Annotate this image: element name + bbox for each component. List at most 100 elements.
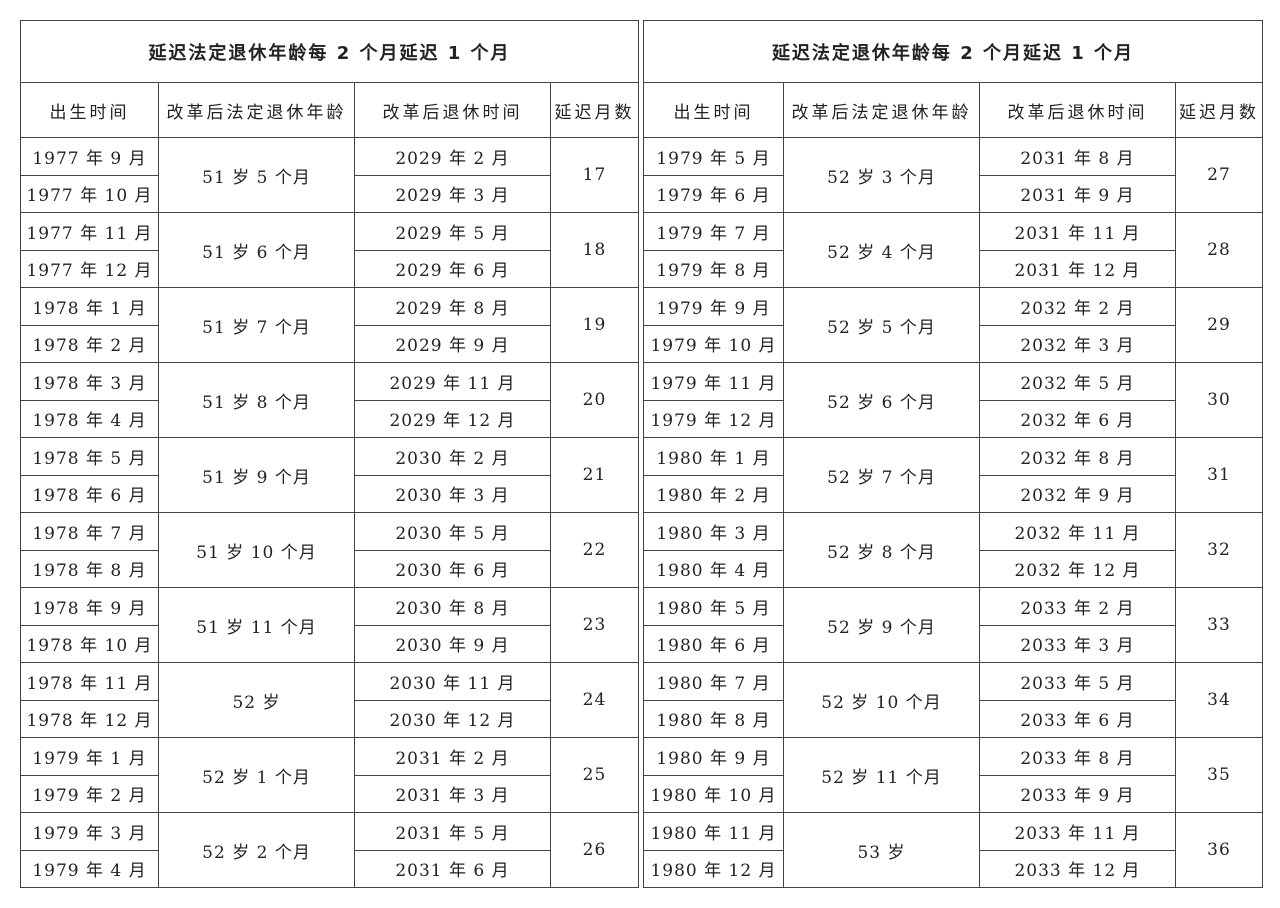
birth-date-cell: 1979 年 6 月: [643, 174, 784, 213]
birth-date-cell: 1980 年 3 月: [643, 512, 784, 551]
table-row: 1977 年 12 月 2029 年 6 月: [20, 249, 639, 288]
birth-date-cell: 1977 年 12 月: [20, 249, 159, 288]
table-row: 1980 年 4 月 2032 年 12 月: [643, 549, 1263, 588]
table-row: 1980 年 12 月 2033 年 12 月: [643, 849, 1263, 888]
table-row: 1980 年 2 月 2032 年 9 月: [643, 474, 1263, 513]
delay-months-cell: 32: [1175, 512, 1263, 588]
table-row: 1978 年 4 月 2029 年 12 月: [20, 399, 639, 438]
retirement-date-cell: 2031 年 8 月: [979, 137, 1176, 176]
table-row: 1979 年 1 月 52 岁 1 个月 2031 年 2 月 25: [20, 737, 639, 813]
birth-date-cell: 1977 年 10 月: [20, 174, 159, 213]
retirement-age-cell: 51 岁 6 个月: [158, 212, 355, 288]
birth-date-cell: 1978 年 4 月: [20, 399, 159, 438]
retirement-age-cell: 51 岁 7 个月: [158, 287, 355, 363]
table-row: 1979 年 7 月 52 岁 4 个月 2031 年 11 月 28: [643, 212, 1263, 288]
delay-months-cell: 36: [1175, 812, 1263, 888]
birth-date-cell: 1980 年 7 月: [643, 662, 784, 701]
birth-date-cell: 1978 年 10 月: [20, 624, 159, 663]
retirement-date-cell: 2032 年 12 月: [979, 549, 1176, 588]
birth-date-cell: 1979 年 1 月: [20, 737, 159, 776]
retirement-date-cell: 2030 年 12 月: [354, 699, 551, 738]
table-row: 1979 年 11 月 52 岁 6 个月 2032 年 5 月 30: [643, 362, 1263, 438]
retirement-date-cell: 2032 年 3 月: [979, 324, 1176, 363]
delay-months-cell: 21: [550, 437, 639, 513]
header-retirement-date: 改革后退休时间: [979, 82, 1176, 138]
retirement-date-cell: 2032 年 6 月: [979, 399, 1176, 438]
retirement-age-cell: 51 岁 10 个月: [158, 512, 355, 588]
retirement-date-cell: 2030 年 9 月: [354, 624, 551, 663]
birth-date-cell: 1979 年 11 月: [643, 362, 784, 401]
header-row: 出生时间 改革后法定退休年龄 改革后退休时间 延迟月数: [20, 82, 639, 138]
retirement-age-cell: 52 岁 8 个月: [783, 512, 980, 588]
birth-date-cell: 1980 年 11 月: [643, 812, 784, 851]
table-row: 1978 年 11 月 52 岁 2030 年 11 月 24: [20, 662, 639, 738]
delay-months-cell: 33: [1175, 587, 1263, 663]
retirement-age-cell: 52 岁 4 个月: [783, 212, 980, 288]
birth-date-cell: 1979 年 12 月: [643, 399, 784, 438]
birth-date-cell: 1979 年 7 月: [643, 212, 784, 251]
retirement-date-cell: 2032 年 9 月: [979, 474, 1176, 513]
retirement-age-cell: 52 岁: [158, 662, 355, 738]
birth-date-cell: 1980 年 2 月: [643, 474, 784, 513]
table-row: 1979 年 9 月 52 岁 5 个月 2032 年 2 月 29: [643, 287, 1263, 363]
retirement-age-cell: 51 岁 11 个月: [158, 587, 355, 663]
table-row: 1977 年 9 月 51 岁 5 个月 2029 年 2 月 17: [20, 137, 639, 213]
table-row: 1980 年 9 月 52 岁 11 个月 2033 年 8 月 35: [643, 737, 1263, 813]
table-row: 1979 年 3 月 52 岁 2 个月 2031 年 5 月 26: [20, 812, 639, 888]
birth-date-cell: 1978 年 1 月: [20, 287, 159, 326]
delay-months-cell: 34: [1175, 662, 1263, 738]
table-row: 1980 年 6 月 2033 年 3 月: [643, 624, 1263, 663]
retirement-date-cell: 2030 年 11 月: [354, 662, 551, 701]
retirement-age-cell: 52 岁 6 个月: [783, 362, 980, 438]
retirement-date-cell: 2031 年 6 月: [354, 849, 551, 888]
retirement-age-cell: 52 岁 5 个月: [783, 287, 980, 363]
birth-date-cell: 1979 年 5 月: [643, 137, 784, 176]
birth-date-cell: 1978 年 7 月: [20, 512, 159, 551]
table-row: 1978 年 1 月 51 岁 7 个月 2029 年 8 月 19: [20, 287, 639, 363]
header-row: 出生时间 改革后法定退休年龄 改革后退休时间 延迟月数: [643, 82, 1263, 138]
retirement-date-cell: 2033 年 11 月: [979, 812, 1176, 851]
delay-months-cell: 26: [550, 812, 639, 888]
table-row: 1979 年 8 月 2031 年 12 月: [643, 249, 1263, 288]
retirement-age-cell: 51 岁 9 个月: [158, 437, 355, 513]
delay-months-cell: 29: [1175, 287, 1263, 363]
table-row: 1979 年 4 月 2031 年 6 月: [20, 849, 639, 888]
retirement-date-cell: 2030 年 5 月: [354, 512, 551, 551]
table-row: 1980 年 3 月 52 岁 8 个月 2032 年 11 月 32: [643, 512, 1263, 588]
retirement-date-cell: 2033 年 5 月: [979, 662, 1176, 701]
birth-date-cell: 1978 年 9 月: [20, 587, 159, 626]
birth-date-cell: 1978 年 2 月: [20, 324, 159, 363]
retirement-date-cell: 2033 年 2 月: [979, 587, 1176, 626]
retirement-date-cell: 2032 年 2 月: [979, 287, 1176, 326]
birth-date-cell: 1977 年 11 月: [20, 212, 159, 251]
table-row: 1979 年 6 月 2031 年 9 月: [643, 174, 1263, 213]
birth-date-cell: 1980 年 1 月: [643, 437, 784, 476]
birth-date-cell: 1980 年 5 月: [643, 587, 784, 626]
header-retirement-age: 改革后法定退休年龄: [158, 82, 355, 138]
retirement-date-cell: 2029 年 2 月: [354, 137, 551, 176]
retirement-date-cell: 2033 年 3 月: [979, 624, 1176, 663]
birth-date-cell: 1978 年 6 月: [20, 474, 159, 513]
table-row: 1978 年 3 月 51 岁 8 个月 2029 年 11 月 20: [20, 362, 639, 438]
delay-months-cell: 24: [550, 662, 639, 738]
retirement-age-cell: 52 岁 7 个月: [783, 437, 980, 513]
delay-months-cell: 23: [550, 587, 639, 663]
retirement-age-cell: 52 岁 9 个月: [783, 587, 980, 663]
birth-date-cell: 1979 年 3 月: [20, 812, 159, 851]
birth-date-cell: 1978 年 8 月: [20, 549, 159, 588]
retirement-date-cell: 2031 年 9 月: [979, 174, 1176, 213]
retirement-date-cell: 2029 年 8 月: [354, 287, 551, 326]
retirement-table-right: 延迟法定退休年龄每 2 个月延迟 1 个月 出生时间 改革后法定退休年龄 改革后退休时…: [643, 20, 1263, 888]
retirement-age-cell: 52 岁 10 个月: [783, 662, 980, 738]
birth-date-cell: 1978 年 3 月: [20, 362, 159, 401]
birth-date-cell: 1979 年 9 月: [643, 287, 784, 326]
birth-date-cell: 1980 年 6 月: [643, 624, 784, 663]
retirement-age-cell: 52 岁 2 个月: [158, 812, 355, 888]
header-delay-months: 延迟月数: [1175, 82, 1263, 138]
table-row: 1977 年 10 月 2029 年 3 月: [20, 174, 639, 213]
title-row: 延迟法定退休年龄每 2 个月延迟 1 个月: [643, 20, 1263, 83]
table-row: 1980 年 7 月 52 岁 10 个月 2033 年 5 月 34: [643, 662, 1263, 738]
delay-months-cell: 19: [550, 287, 639, 363]
retirement-age-cell: 52 岁 3 个月: [783, 137, 980, 213]
delay-months-cell: 28: [1175, 212, 1263, 288]
